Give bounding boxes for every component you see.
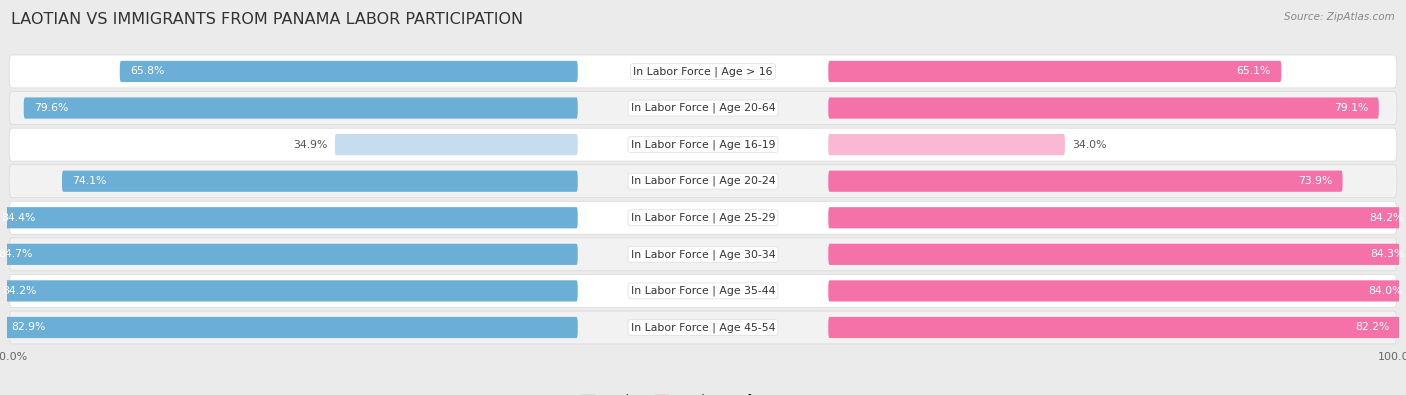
Text: In Labor Force | Age 20-64: In Labor Force | Age 20-64 [631, 103, 775, 113]
Text: 84.2%: 84.2% [3, 286, 37, 296]
Text: 34.9%: 34.9% [294, 139, 328, 150]
FancyBboxPatch shape [8, 55, 1398, 88]
FancyBboxPatch shape [335, 134, 578, 155]
Text: 74.1%: 74.1% [73, 176, 107, 186]
Text: 84.2%: 84.2% [1369, 213, 1403, 223]
FancyBboxPatch shape [828, 134, 1064, 155]
FancyBboxPatch shape [828, 207, 1406, 228]
Text: 84.7%: 84.7% [0, 249, 34, 260]
Text: 65.8%: 65.8% [131, 66, 165, 77]
FancyBboxPatch shape [828, 171, 1343, 192]
Text: In Labor Force | Age 45-54: In Labor Force | Age 45-54 [631, 322, 775, 333]
FancyBboxPatch shape [8, 238, 1398, 271]
Text: In Labor Force | Age 30-34: In Labor Force | Age 30-34 [631, 249, 775, 260]
FancyBboxPatch shape [828, 61, 1281, 82]
FancyBboxPatch shape [828, 244, 1406, 265]
Text: 79.6%: 79.6% [34, 103, 69, 113]
Text: In Labor Force | Age 20-24: In Labor Force | Age 20-24 [631, 176, 775, 186]
FancyBboxPatch shape [828, 317, 1400, 338]
FancyBboxPatch shape [8, 275, 1398, 307]
FancyBboxPatch shape [1, 317, 578, 338]
Text: 82.9%: 82.9% [11, 322, 45, 333]
Text: 82.2%: 82.2% [1355, 322, 1391, 333]
FancyBboxPatch shape [0, 244, 578, 265]
Text: In Labor Force | Age 16-19: In Labor Force | Age 16-19 [631, 139, 775, 150]
Text: In Labor Force | Age 35-44: In Labor Force | Age 35-44 [631, 286, 775, 296]
FancyBboxPatch shape [8, 92, 1398, 124]
FancyBboxPatch shape [8, 128, 1398, 161]
FancyBboxPatch shape [8, 311, 1398, 344]
FancyBboxPatch shape [24, 98, 578, 118]
Text: 79.1%: 79.1% [1334, 103, 1368, 113]
Text: LAOTIAN VS IMMIGRANTS FROM PANAMA LABOR PARTICIPATION: LAOTIAN VS IMMIGRANTS FROM PANAMA LABOR … [11, 12, 523, 27]
Text: 84.3%: 84.3% [1371, 249, 1405, 260]
Text: In Labor Force | Age > 16: In Labor Force | Age > 16 [633, 66, 773, 77]
Text: Source: ZipAtlas.com: Source: ZipAtlas.com [1284, 12, 1395, 22]
FancyBboxPatch shape [8, 165, 1398, 198]
Text: 34.0%: 34.0% [1071, 139, 1107, 150]
FancyBboxPatch shape [0, 280, 578, 301]
Text: 84.0%: 84.0% [1368, 286, 1402, 296]
Legend: Laotian, Immigrants from Panama: Laotian, Immigrants from Panama [581, 394, 825, 395]
Text: 65.1%: 65.1% [1236, 66, 1271, 77]
FancyBboxPatch shape [828, 280, 1406, 301]
Text: 84.4%: 84.4% [1, 213, 35, 223]
FancyBboxPatch shape [828, 98, 1379, 118]
FancyBboxPatch shape [8, 201, 1398, 234]
Text: In Labor Force | Age 25-29: In Labor Force | Age 25-29 [631, 213, 775, 223]
FancyBboxPatch shape [0, 207, 578, 228]
Text: 73.9%: 73.9% [1298, 176, 1331, 186]
FancyBboxPatch shape [62, 171, 578, 192]
FancyBboxPatch shape [120, 61, 578, 82]
